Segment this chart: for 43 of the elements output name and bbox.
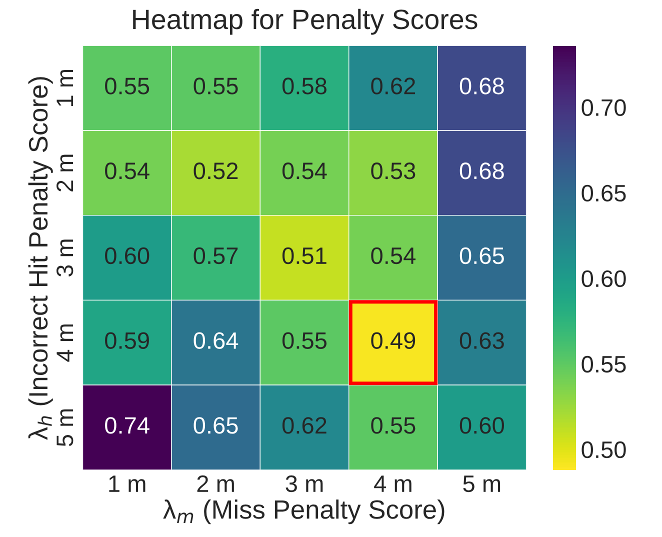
data-label: 0.54 — [371, 247, 416, 264]
color-bar-label: 0.65 — [582, 184, 626, 202]
data-label: 0.60 — [460, 417, 504, 434]
color-bar-label: 0.50 — [582, 441, 626, 458]
y-tick-label: 5 m — [56, 409, 74, 446]
x-tick-label: 1 m — [109, 476, 146, 492]
data-label: 0.55 — [371, 417, 416, 434]
data-label: 0.62 — [371, 78, 416, 94]
y-axis-title: λ$_{h}$ (Incorrect Hit Penalty Score) — [28, 77, 53, 440]
data-label: 0.52 — [194, 162, 238, 180]
y-tick-label: 2 m — [56, 154, 73, 192]
y-tick-label: 4 m — [56, 324, 73, 362]
data-label: 0.68 — [460, 78, 504, 94]
data-label: 0.64 — [194, 332, 238, 349]
y-tick-label: 3 m — [56, 240, 74, 277]
x-tick-label: 3 m — [286, 475, 323, 492]
data-label: 0.53 — [371, 162, 416, 180]
data-label: 0.74 — [105, 417, 150, 434]
data-label: 0.54 — [105, 162, 150, 180]
data-label: 0.57 — [194, 247, 238, 264]
chart-title: Heatmap for Penalty Scores — [133, 8, 478, 35]
color-bar-label: 0.55 — [582, 356, 626, 373]
data-label: 0.63 — [460, 332, 504, 349]
data-label: 0.51 — [282, 247, 326, 264]
data-label: 0.68 — [460, 162, 504, 180]
data-label: 0.65 — [460, 247, 504, 264]
data-label: 0.55 — [282, 332, 327, 349]
data-label: 0.49 — [371, 332, 416, 349]
color-bar-label: 0.70 — [582, 99, 626, 116]
x-tick-label: 5 m — [463, 476, 500, 492]
data-label: 0.55 — [105, 78, 150, 94]
data-label: 0.58 — [282, 78, 326, 94]
data-label: 0.62 — [282, 417, 326, 434]
data-label: 0.60 — [105, 247, 150, 264]
x-tick-label: 2 m — [197, 475, 234, 492]
data-label: 0.54 — [282, 162, 327, 180]
color-bar-label: 0.60 — [582, 270, 626, 288]
y-tick-label: 1 m — [56, 70, 73, 106]
data-label: 0.65 — [194, 417, 238, 434]
x-tick-label: 4 m — [374, 476, 412, 492]
data-label: 0.59 — [105, 332, 149, 349]
x-axis-title: λ$_{m}$ (Miss Penalty Score) — [163, 500, 444, 524]
data-label: 0.55 — [194, 78, 238, 94]
